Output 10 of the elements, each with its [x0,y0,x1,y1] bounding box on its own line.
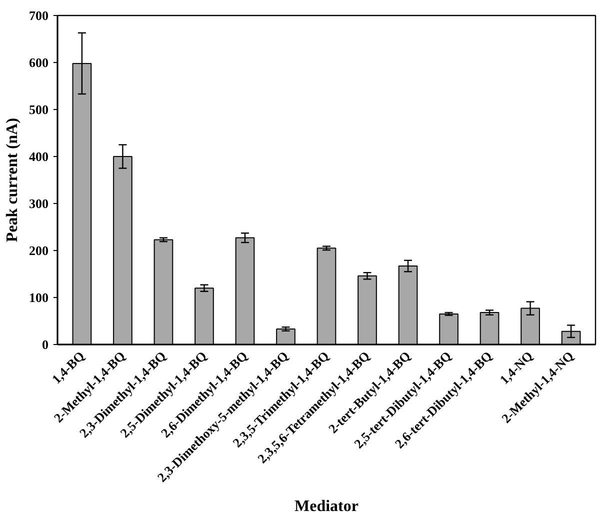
y-tick-label: 500 [29,102,48,117]
y-axis-title: Peak current (nA) [4,118,21,242]
x-axis-title: Mediator [294,498,358,516]
y-tick-label: 700 [29,8,48,23]
y-tick-label: 200 [29,243,48,258]
y-tick-label: 300 [29,196,48,211]
y-tick-label: 400 [29,149,48,164]
y-tick-label: 600 [29,55,48,70]
y-tick-label: 100 [29,290,48,305]
y-tick-label: 0 [42,337,48,352]
